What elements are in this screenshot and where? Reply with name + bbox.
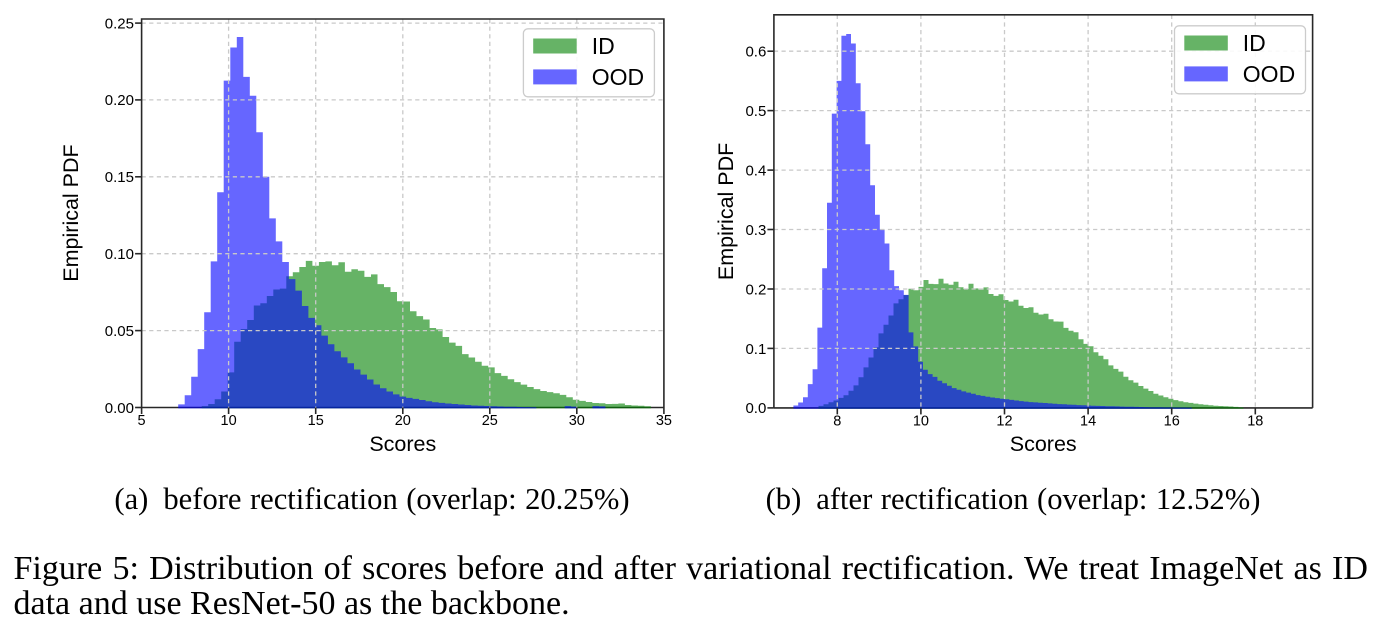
svg-text:10: 10: [221, 413, 237, 429]
svg-text:25: 25: [482, 413, 498, 429]
svg-text:0.1: 0.1: [745, 341, 766, 358]
svg-text:Empirical PDF: Empirical PDF: [59, 144, 83, 281]
svg-text:0.00: 0.00: [105, 400, 134, 417]
svg-text:0.10: 0.10: [105, 246, 134, 263]
svg-text:0.25: 0.25: [105, 15, 134, 32]
svg-text:12: 12: [996, 413, 1012, 429]
svg-text:0.0: 0.0: [745, 400, 766, 417]
svg-text:0.5: 0.5: [745, 103, 766, 120]
svg-text:0.3: 0.3: [745, 222, 766, 239]
svg-text:OOD: OOD: [1243, 61, 1295, 87]
svg-text:8: 8: [833, 413, 841, 429]
svg-text:18: 18: [1247, 413, 1263, 429]
svg-text:30: 30: [569, 413, 585, 429]
svg-text:Scores: Scores: [369, 432, 436, 456]
svg-text:0.4: 0.4: [745, 162, 766, 179]
svg-text:16: 16: [1164, 413, 1180, 429]
svg-text:ID: ID: [592, 33, 615, 59]
svg-text:5: 5: [138, 413, 146, 429]
svg-text:0.6: 0.6: [745, 44, 766, 61]
svg-text:35: 35: [656, 413, 672, 429]
svg-text:15: 15: [308, 413, 324, 429]
svg-text:Empirical PDF: Empirical PDF: [714, 143, 738, 280]
svg-text:0.2: 0.2: [745, 281, 766, 298]
svg-text:0.05: 0.05: [105, 323, 134, 340]
svg-text:10: 10: [913, 413, 929, 429]
svg-text:ID: ID: [1243, 30, 1266, 56]
svg-text:14: 14: [1080, 413, 1096, 429]
svg-text:20: 20: [395, 413, 411, 429]
svg-text:0.15: 0.15: [105, 169, 134, 186]
svg-text:Scores: Scores: [1010, 432, 1077, 456]
svg-text:OOD: OOD: [592, 64, 644, 90]
svg-text:0.20: 0.20: [105, 92, 134, 109]
